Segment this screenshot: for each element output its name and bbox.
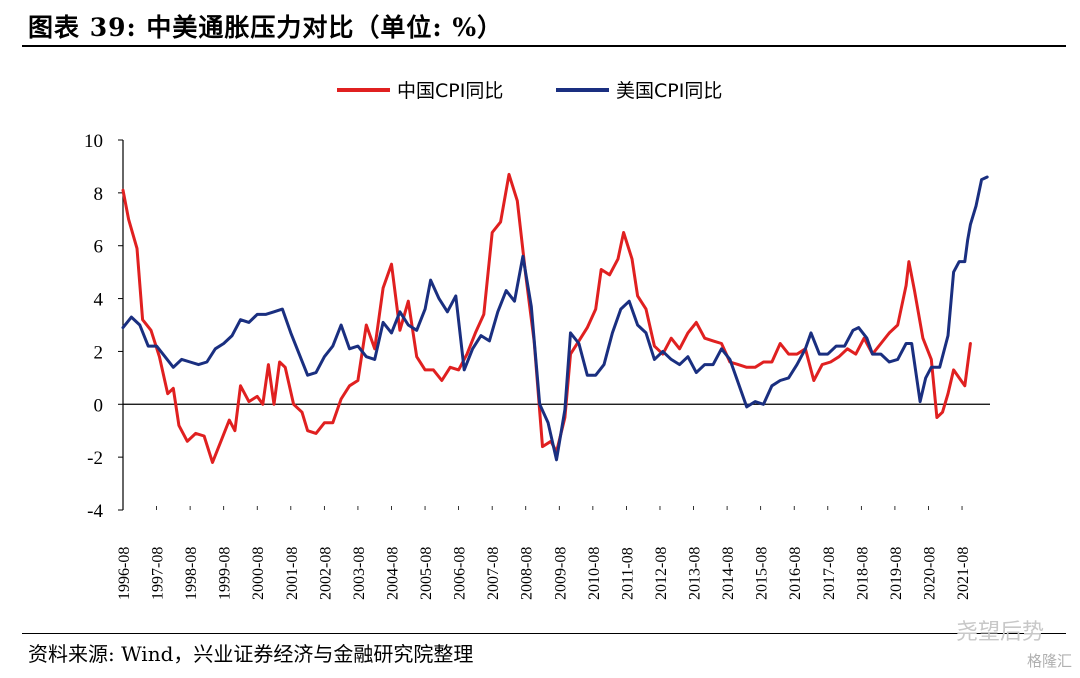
x-tick-label: 2003-08 bbox=[351, 547, 368, 600]
watermark-brand: 格隆汇 bbox=[1026, 652, 1072, 670]
y-tick-label: -2 bbox=[87, 448, 103, 469]
x-tick-label: 2020-08 bbox=[921, 547, 938, 600]
x-tick-label: 1998-08 bbox=[183, 547, 200, 600]
x-tick-label: 1999-08 bbox=[217, 547, 234, 600]
x-tick-label: 2017-08 bbox=[821, 547, 838, 600]
series-layer bbox=[121, 172, 989, 464]
x-tick-label: 1996-08 bbox=[116, 547, 133, 600]
chart-legend: 中国CPI同比 美国CPI同比 bbox=[337, 80, 722, 102]
footer-divider bbox=[22, 633, 1066, 634]
x-tick-label: 2002-08 bbox=[317, 547, 334, 600]
x-tick-label: 2021-08 bbox=[955, 547, 972, 600]
x-tick-label: 2018-08 bbox=[854, 547, 871, 600]
x-tick-label: 2019-08 bbox=[888, 547, 905, 600]
y-tick-label: 10 bbox=[84, 131, 103, 152]
y-tick-label: -4 bbox=[87, 501, 103, 522]
title-divider bbox=[22, 45, 1066, 47]
watermark-account: 尧望后势 bbox=[955, 620, 1044, 645]
x-tick-label: 2008-08 bbox=[519, 547, 536, 600]
legend-label-china: 中国CPI同比 bbox=[397, 80, 503, 102]
x-tick-label: 2010-08 bbox=[586, 547, 603, 600]
x-tick-label: 2000-08 bbox=[250, 547, 267, 600]
x-tick-label: 1997-08 bbox=[150, 547, 167, 600]
y-tick-label: 8 bbox=[94, 184, 104, 205]
x-tick-label: 2001-08 bbox=[284, 547, 301, 600]
source-note: 资料来源: Wind，兴业证券经济与金融研究院整理 bbox=[28, 642, 474, 666]
y-tick-label: 2 bbox=[94, 342, 104, 363]
x-tick-label: 2005-08 bbox=[418, 547, 435, 600]
x-tick-label: 2014-08 bbox=[720, 547, 737, 600]
x-tick-label: 2016-08 bbox=[787, 547, 804, 600]
chart-axes: 10 8 6 4 2 0 -2 -4 1996-08 1997-08 1998-08 1999-08 2… bbox=[84, 131, 990, 600]
page-title: 图表 39: 中美通胀压力对比（单位: %） bbox=[28, 13, 504, 42]
y-tick-label: 4 bbox=[94, 290, 104, 311]
x-tick-label: 2015-08 bbox=[754, 547, 771, 600]
x-tick-label: 2006-08 bbox=[452, 547, 469, 600]
x-tick-label: 2012-08 bbox=[653, 547, 670, 600]
x-tick-label: 2013-08 bbox=[687, 547, 704, 600]
y-tick-label: 6 bbox=[94, 237, 104, 258]
series-line-us-cpi bbox=[121, 175, 989, 462]
x-tick-label: 2011-08 bbox=[619, 547, 636, 600]
x-tick-label: 2009-08 bbox=[552, 547, 569, 600]
legend-label-us: 美国CPI同比 bbox=[616, 80, 722, 102]
x-tick-label: 2004-08 bbox=[384, 547, 401, 600]
x-tick-label: 2007-08 bbox=[485, 547, 502, 600]
y-tick-label: 0 bbox=[94, 395, 104, 416]
